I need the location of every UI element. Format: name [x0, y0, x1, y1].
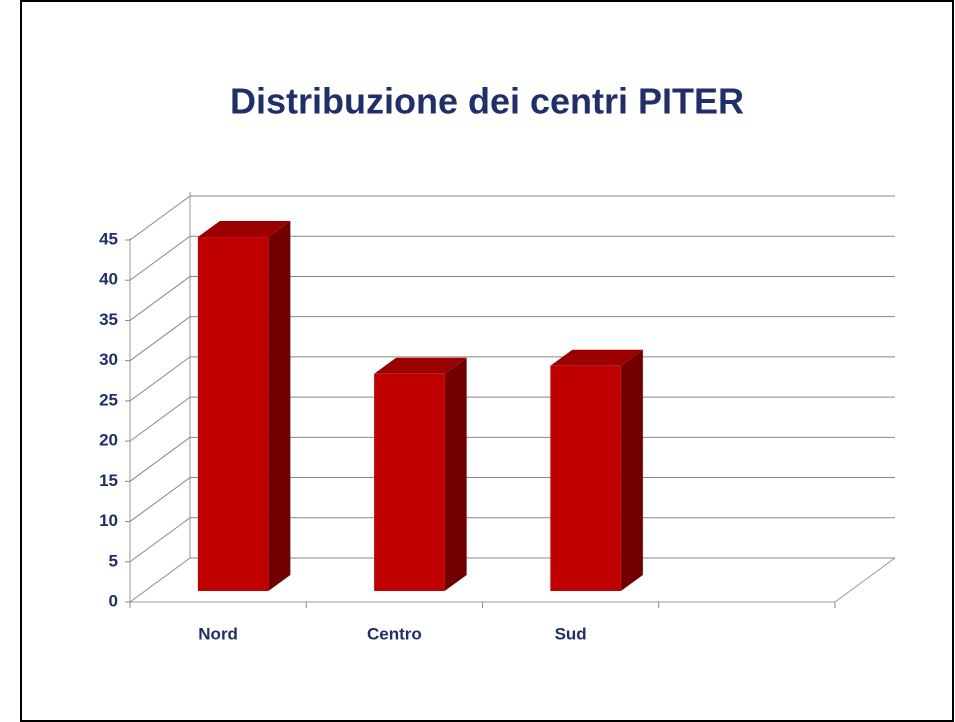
chart-title: Distribuzione dei centri PITER [230, 81, 744, 122]
y-tick-label: 15 [99, 471, 118, 490]
bar [374, 373, 445, 591]
y-tick-label: 20 [99, 431, 118, 450]
y-tick-label: 0 [109, 591, 118, 610]
bar-side [444, 357, 467, 591]
bar-side [268, 221, 291, 592]
y-tick-label: 10 [99, 511, 118, 530]
bar [550, 365, 621, 591]
bar-side [620, 349, 643, 591]
grid-line [129, 517, 191, 563]
x-tick-label: Sud [555, 624, 587, 643]
y-tick-label: 45 [99, 229, 118, 248]
y-tick-label: 30 [99, 350, 118, 369]
grid-line [129, 316, 191, 362]
bar-top [550, 349, 643, 366]
grid-line [129, 276, 191, 321]
bar-top [374, 357, 467, 374]
bar [197, 237, 269, 592]
grid-line [129, 557, 191, 603]
grid-line [129, 356, 191, 402]
y-tick-label: 40 [99, 270, 118, 289]
bar-top [197, 221, 291, 238]
grid-line [129, 396, 191, 442]
y-tick-label: 25 [99, 390, 118, 409]
slide-frame [20, 0, 954, 722]
x-tick-label: Nord [198, 624, 238, 643]
floor-right [834, 557, 896, 603]
y-tick-label: 5 [109, 551, 118, 570]
grid-line [129, 235, 191, 281]
x-tick-label: Centro [367, 624, 422, 643]
y-tick-label: 35 [99, 310, 118, 329]
grid-line [129, 436, 191, 482]
grid-line [129, 477, 191, 522]
grid-line [129, 195, 191, 241]
